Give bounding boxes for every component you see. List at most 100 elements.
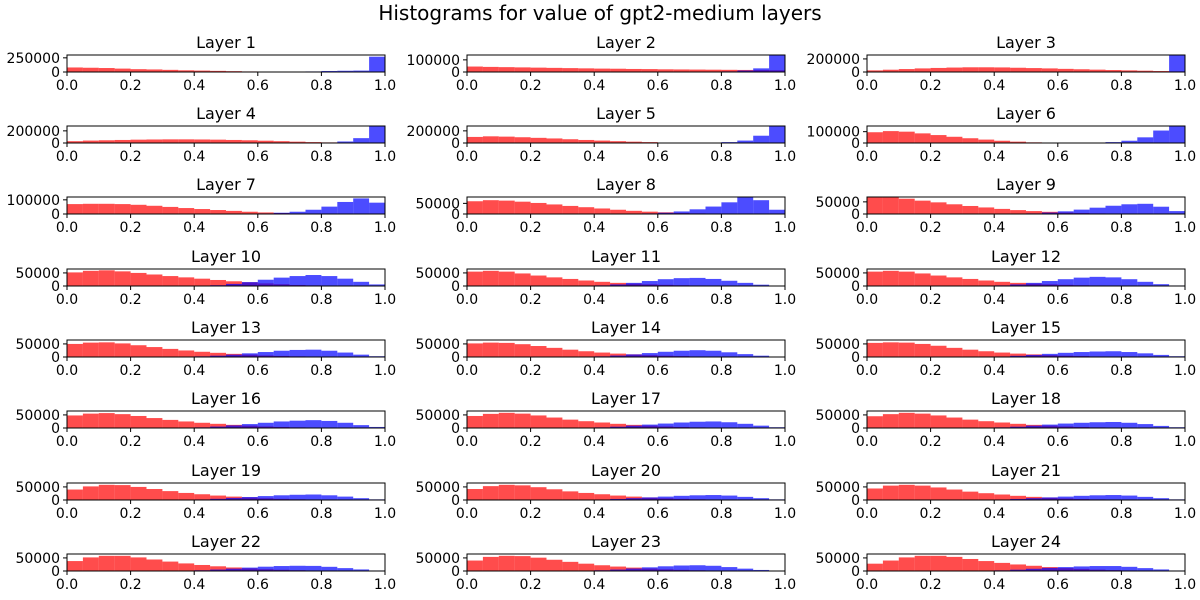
histogram-bar: [946, 556, 963, 571]
histogram-bar: [482, 413, 499, 428]
histogram-bar: [882, 485, 899, 500]
histogram-bar: [978, 561, 995, 571]
x-tick-label: 0.2: [119, 220, 141, 236]
histogram-bar: [82, 270, 99, 286]
histogram-bar: [914, 200, 931, 214]
histogram-bar: [273, 566, 290, 571]
y-tick-label: 200000: [7, 124, 60, 140]
histogram-bar: [1089, 495, 1106, 500]
axes-frame: [66, 125, 386, 144]
histogram-bar: [562, 68, 579, 72]
histogram-bar: [578, 280, 595, 286]
histogram-bar: [898, 342, 915, 357]
x-tick-label: 1.0: [1174, 434, 1196, 450]
histogram-bar: [962, 558, 979, 571]
histogram-bar: [226, 497, 242, 500]
histogram-bar: [914, 343, 931, 357]
histogram-bar: [1010, 423, 1026, 428]
histogram-bar: [210, 355, 226, 357]
histogram-bar: [882, 197, 899, 214]
x-tick-label: 0.2: [119, 292, 141, 308]
histogram-bar: [882, 560, 899, 571]
histogram-bar: [737, 197, 754, 214]
histogram-bar: [882, 131, 899, 143]
x-tick-label: 0.0: [456, 577, 478, 593]
histogram-bar: [867, 416, 883, 428]
y-tick-label: 200000: [807, 52, 860, 68]
histogram-bar: [546, 277, 563, 286]
histogram-bar: [226, 281, 242, 286]
histogram-bar: [226, 354, 242, 357]
histogram-bar: [210, 279, 226, 286]
histogram-bar: [1026, 568, 1042, 571]
panel-title: Layer 10: [191, 247, 261, 266]
panel-title: Layer 12: [991, 247, 1061, 266]
histogram-bar: [337, 496, 354, 500]
x-tick-label: 0.2: [919, 363, 941, 379]
histogram-bar: [1041, 424, 1058, 428]
x-tick-label: 0.4: [183, 577, 205, 593]
histogram-bar: [753, 425, 770, 428]
histogram-bar: [930, 345, 947, 357]
histogram-bar: [273, 212, 290, 214]
histogram-bar: [610, 353, 626, 357]
histogram-bar: [98, 342, 115, 357]
histogram-bar: [226, 568, 242, 571]
figure-title: Histograms for value of gpt2-medium laye…: [378, 1, 821, 25]
axes-frame: [866, 54, 1186, 73]
histogram-bar: [641, 69, 658, 72]
x-tick-label: 0.2: [519, 220, 541, 236]
histogram-bar: [337, 352, 354, 357]
histogram-bar: [882, 69, 899, 72]
histogram-bar: [867, 132, 883, 143]
histogram-bar: [467, 271, 483, 286]
y-tick-label: 0: [451, 136, 460, 152]
histogram-bar: [514, 413, 531, 428]
x-tick-label: 0.6: [647, 506, 669, 522]
histogram-bar: [1153, 284, 1170, 286]
histogram-bar: [1073, 422, 1090, 428]
histogram-bar: [721, 352, 738, 357]
histogram-bar: [610, 566, 626, 571]
histogram-bar: [146, 347, 163, 357]
histogram-bar: [146, 559, 163, 571]
histogram-bar: [369, 202, 385, 214]
histogram-bar: [530, 415, 547, 428]
axes-frame: [66, 54, 386, 73]
histogram-bar: [898, 198, 915, 214]
histogram-bar: [289, 565, 306, 571]
x-tick-label: 0.8: [710, 292, 732, 308]
x-tick-label: 0.0: [856, 292, 878, 308]
x-tick-label: 0.8: [310, 149, 332, 165]
histogram-bar: [498, 200, 515, 214]
x-tick-label: 0.6: [647, 78, 669, 94]
histogram-bar: [626, 568, 642, 571]
panel-title: Layer 9: [996, 175, 1056, 194]
y-tick-label: 0: [451, 421, 460, 437]
histogram-bar: [1073, 352, 1090, 357]
x-tick-label: 0.2: [519, 292, 541, 308]
axes-frame: [66, 339, 386, 358]
histogram-bar: [146, 139, 163, 143]
histogram-bar: [514, 67, 531, 72]
y-tick-label: 0: [851, 493, 860, 509]
histogram-bar: [578, 563, 595, 571]
histogram-bar: [210, 210, 226, 214]
histogram-bar: [530, 67, 547, 72]
histogram-bar: [321, 420, 338, 428]
histogram-bar: [130, 69, 147, 72]
y-tick-label: 0: [451, 493, 460, 509]
x-tick-label: 0.8: [710, 506, 732, 522]
histogram-bar: [753, 200, 770, 214]
histogram-bar: [514, 273, 531, 286]
histogram-bar: [369, 126, 385, 143]
histogram-bar: [67, 561, 83, 571]
x-tick-label: 0.4: [983, 506, 1005, 522]
x-tick-label: 0.2: [119, 577, 141, 593]
x-tick-label: 0.0: [456, 363, 478, 379]
x-tick-label: 1.0: [374, 149, 396, 165]
histogram-bar: [898, 484, 915, 500]
panel-title: Layer 3: [996, 33, 1056, 52]
